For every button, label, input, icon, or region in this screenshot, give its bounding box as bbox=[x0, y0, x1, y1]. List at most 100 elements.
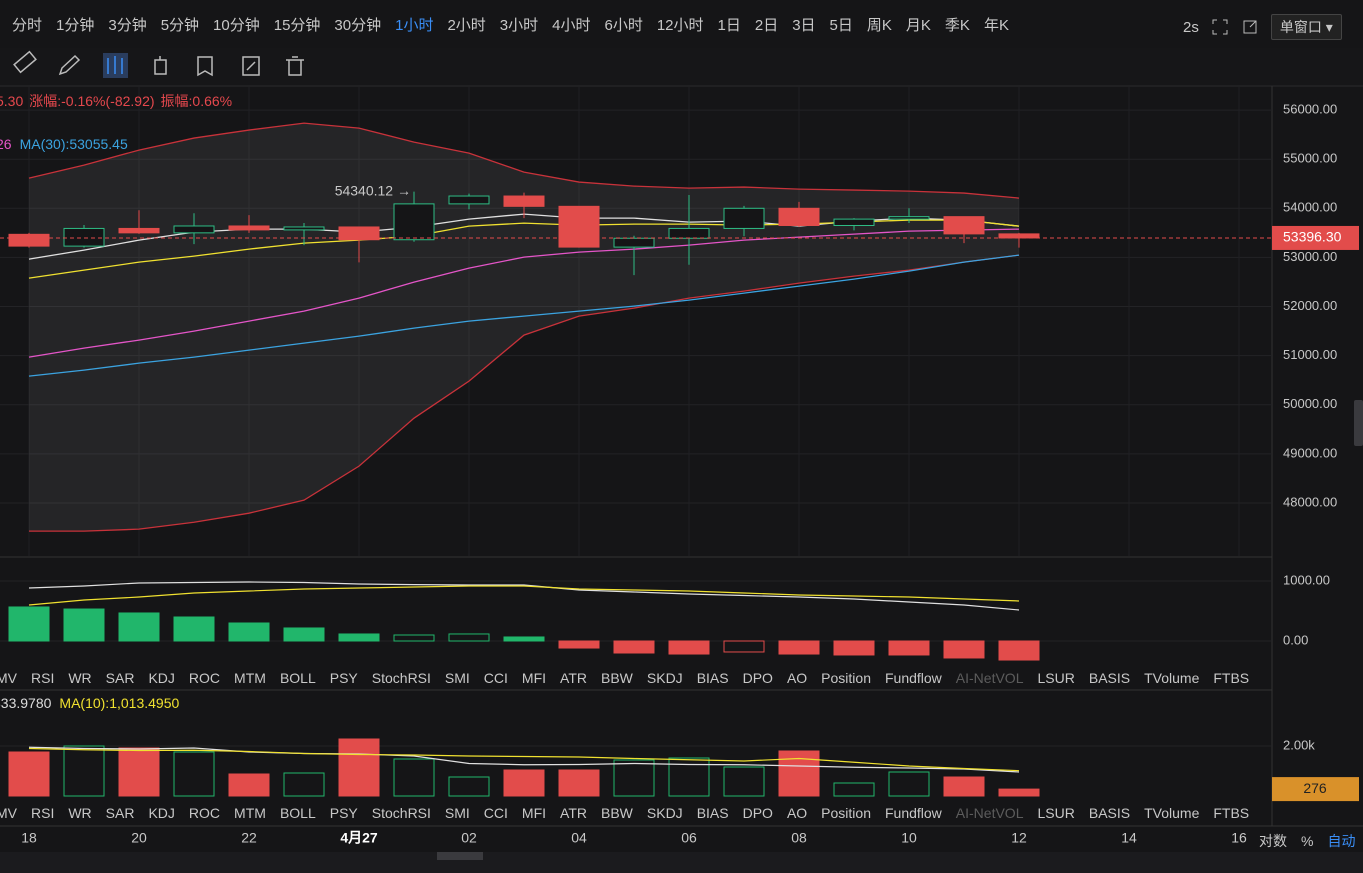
indicator-tab[interactable]: RSI bbox=[31, 805, 55, 821]
interval[interactable]: 1分钟 bbox=[56, 17, 95, 34]
expand-icon[interactable] bbox=[1211, 18, 1229, 36]
indicator-tab[interactable]: StochRSI bbox=[371, 805, 431, 821]
indicator-tab[interactable]: SAR bbox=[105, 670, 135, 686]
scale-option[interactable]: % bbox=[1301, 833, 1314, 849]
price-tail: 5.30 bbox=[0, 93, 24, 109]
indicator-tab[interactable]: TVolume bbox=[1144, 805, 1200, 821]
interval[interactable]: 1日 bbox=[717, 17, 741, 34]
indicator-tab[interactable]: WR bbox=[68, 670, 92, 686]
indicator-tab[interactable]: CCI bbox=[483, 805, 508, 821]
refresh[interactable]: 2s bbox=[1183, 18, 1199, 36]
indicator-tab[interactable]: ROC bbox=[188, 670, 221, 686]
edit-icon[interactable] bbox=[242, 56, 260, 76]
indicator-tab[interactable]: BOLL bbox=[279, 670, 316, 686]
bar bbox=[8, 751, 50, 797]
indicator-tab[interactable]: DPO bbox=[742, 670, 773, 686]
indicator-tab[interactable]: BASIS bbox=[1088, 670, 1131, 686]
indicator-tab[interactable]: KDJ bbox=[148, 805, 175, 821]
indicator-tab[interactable]: CCI bbox=[483, 670, 508, 686]
indicator-tab[interactable]: FTBS bbox=[1213, 805, 1250, 821]
interval[interactable]: 5日 bbox=[829, 17, 853, 34]
indicator-tab[interactable]: AI-NetVOL bbox=[955, 670, 1024, 686]
interval[interactable]: 5分钟 bbox=[160, 17, 200, 34]
indicator-tab[interactable]: ATR bbox=[560, 805, 587, 821]
bar bbox=[998, 788, 1040, 797]
indicator-tab[interactable]: MV bbox=[0, 670, 17, 686]
indicator-tab[interactable]: LSUR bbox=[1037, 805, 1075, 821]
indicator-tab[interactable]: BOLL bbox=[279, 805, 316, 821]
indicator-tab[interactable]: SKDJ bbox=[646, 670, 683, 686]
indicator-tab[interactable]: PSY bbox=[329, 670, 358, 686]
indicator-tab[interactable]: MV bbox=[0, 805, 17, 821]
interval[interactable]: 3小时 bbox=[499, 17, 539, 34]
indicator-tab[interactable]: BBW bbox=[601, 670, 633, 686]
interval[interactable]: 年K bbox=[983, 17, 1009, 34]
indicator-tab[interactable]: BASIS bbox=[1088, 805, 1131, 821]
slider[interactable] bbox=[437, 852, 483, 860]
indicator-tab[interactable]: MFI bbox=[521, 670, 547, 686]
indicator-tab[interactable]: ATR bbox=[560, 670, 587, 686]
bar bbox=[393, 634, 435, 642]
candle-body bbox=[448, 195, 490, 205]
indicator-tab[interactable]: Fundflow bbox=[884, 805, 942, 821]
y-tick-label: 51000.00 bbox=[1283, 347, 1337, 362]
indicator-tab[interactable]: SMI bbox=[444, 670, 470, 686]
scale-option[interactable]: 对数 bbox=[1259, 833, 1287, 849]
trash-icon[interactable] bbox=[286, 56, 304, 76]
indicator-tab[interactable]: KDJ bbox=[148, 670, 175, 686]
indicator-tab[interactable]: AO bbox=[786, 805, 808, 821]
candle-icon[interactable] bbox=[107, 56, 123, 74]
interval[interactable]: 30分钟 bbox=[334, 17, 382, 34]
indicator-tab[interactable]: SKDJ bbox=[646, 805, 683, 821]
popout-icon[interactable] bbox=[1241, 18, 1259, 36]
candle-body bbox=[8, 233, 50, 247]
indicator-tab[interactable]: RSI bbox=[31, 670, 55, 686]
interval[interactable]: 10分钟 bbox=[213, 17, 260, 34]
indicator-tab[interactable]: BIAS bbox=[696, 805, 729, 821]
price-info: 5.30 涨幅:-0.16%(-82.92) 振幅:0.66% bbox=[0, 91, 232, 111]
indicator-tab[interactable]: DPO bbox=[742, 805, 773, 821]
interval[interactable]: 3分钟 bbox=[108, 17, 147, 34]
indicator-tab[interactable]: Position bbox=[821, 670, 871, 686]
interval[interactable]: 季K bbox=[944, 17, 970, 34]
scale-option[interactable]: 自动 bbox=[1327, 833, 1356, 849]
indicator-tab[interactable]: BBW bbox=[601, 805, 633, 821]
interval[interactable]: 2日 bbox=[754, 17, 779, 34]
indicator-tab[interactable]: BIAS bbox=[696, 670, 729, 686]
indicator-tab[interactable]: PSY bbox=[329, 805, 358, 821]
side-handle[interactable] bbox=[1354, 400, 1363, 446]
interval[interactable]: 12小时 bbox=[656, 17, 704, 34]
indicator-tab[interactable]: MTM bbox=[234, 805, 266, 821]
interval[interactable]: 4小时 bbox=[552, 17, 591, 34]
window-select[interactable]: 单窗口 ▾ bbox=[1270, 14, 1342, 40]
interval[interactable]: 15分钟 bbox=[273, 17, 321, 34]
candle-body bbox=[558, 205, 600, 248]
indicator-tab[interactable]: LSUR bbox=[1037, 670, 1075, 686]
bookmark-icon[interactable] bbox=[197, 56, 213, 77]
bollinger-upper bbox=[28, 122, 1020, 199]
interval[interactable]: 分时 bbox=[12, 17, 43, 34]
indicator-tab[interactable]: MFI bbox=[521, 805, 547, 821]
indicator-tab[interactable]: Fundflow bbox=[884, 670, 942, 686]
indicator-tab[interactable]: SMI bbox=[444, 805, 470, 821]
indicator-tab[interactable]: SAR bbox=[105, 805, 135, 821]
interval[interactable]: 2小时 bbox=[447, 17, 486, 34]
indicator-tab[interactable]: TVolume bbox=[1144, 670, 1200, 686]
pen-icon[interactable] bbox=[58, 54, 81, 76]
interval[interactable]: 月K bbox=[905, 17, 931, 34]
tool-icon[interactable] bbox=[154, 56, 167, 75]
indicator-tab[interactable]: AO bbox=[786, 670, 808, 686]
interval[interactable]: 1小时 bbox=[395, 17, 434, 34]
indicator-tab[interactable]: ROC bbox=[188, 805, 221, 821]
indicator-tab[interactable]: WR bbox=[68, 805, 92, 821]
indicator-tab[interactable]: FTBS bbox=[1213, 670, 1250, 686]
indicator-tab[interactable]: AI-NetVOL bbox=[955, 805, 1024, 821]
indicator-tab[interactable]: Position bbox=[821, 805, 871, 821]
ma30: MA(30):53055.45 bbox=[19, 136, 128, 152]
ruler-icon[interactable] bbox=[13, 50, 37, 74]
indicator-tab[interactable]: StochRSI bbox=[371, 670, 431, 686]
indicator-tab[interactable]: MTM bbox=[234, 670, 266, 686]
interval[interactable]: 3日 bbox=[792, 17, 816, 34]
interval[interactable]: 6小时 bbox=[604, 17, 643, 34]
interval[interactable]: 周K bbox=[866, 17, 892, 34]
